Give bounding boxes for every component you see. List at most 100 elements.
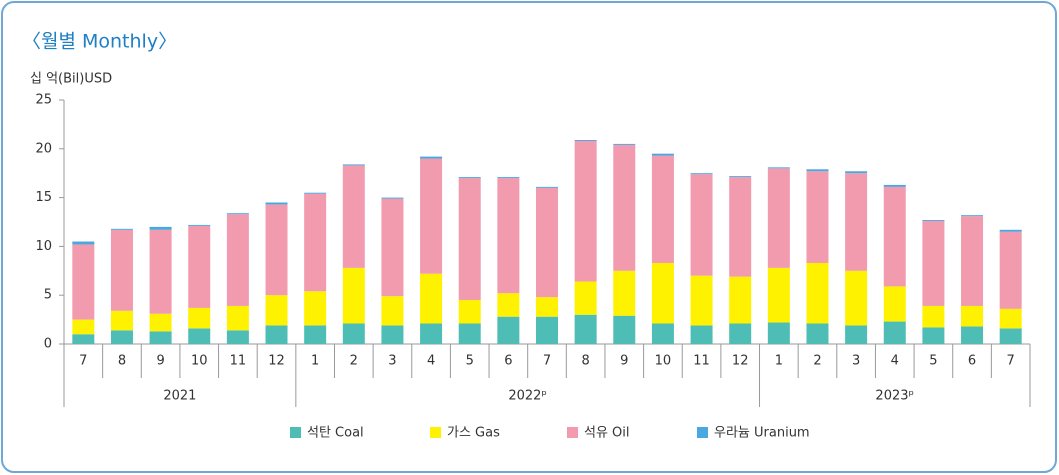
bar-segment (342, 164, 365, 166)
bar-segment (188, 307, 211, 329)
bar-segment (729, 177, 752, 277)
bar-segment (651, 323, 674, 344)
bar-segment (574, 281, 597, 315)
bar-segment (226, 330, 249, 344)
bar-segment (845, 325, 868, 344)
bar-segment (690, 173, 713, 175)
bar-segment (729, 276, 752, 324)
x-tick-label: 8 (581, 354, 589, 369)
x-tick-label: 7 (543, 354, 551, 369)
group-label: 2023ᵖ (875, 389, 914, 404)
legend-label: 석탄 Coal (307, 426, 364, 441)
bar-segment (342, 267, 365, 324)
bar-segment (458, 178, 481, 301)
bar-segment (304, 193, 327, 292)
bar-segment (304, 192, 327, 194)
bar-segment (883, 321, 906, 344)
bar-segment (420, 156, 443, 159)
bar-segment (265, 325, 288, 344)
bar-segment (651, 153, 674, 156)
bar-segment (497, 178, 520, 294)
bar-segment (110, 229, 133, 311)
bar-segment (265, 295, 288, 326)
x-tick-label: 1 (775, 354, 783, 369)
bar-segment (999, 229, 1022, 232)
bar-segment (536, 186, 558, 188)
legend-label: 석유 Oil (584, 426, 630, 441)
x-tick-label: 6 (504, 354, 512, 369)
bar-segment (999, 231, 1022, 309)
bar-segment (961, 326, 984, 344)
bar-segment (381, 197, 404, 199)
bar-segment (961, 305, 984, 327)
bar-segment (420, 158, 443, 274)
group-label: 2021 (163, 389, 196, 404)
y-tick-label: 15 (35, 190, 52, 205)
bar-segment (922, 220, 945, 222)
bar-segment (110, 330, 133, 344)
bar-segment (72, 334, 95, 344)
bar-segment (767, 168, 790, 268)
legend-swatch (430, 427, 441, 438)
bar-segment (458, 323, 481, 344)
bar-segment (110, 310, 133, 331)
bar-segment (690, 275, 713, 326)
bar-segment (806, 323, 829, 344)
x-tick-label: 5 (929, 354, 937, 369)
bar-segment (613, 270, 636, 316)
bar-segment (458, 177, 481, 179)
bar-segment (922, 327, 945, 344)
x-tick-label: 7 (79, 354, 87, 369)
y-tick-label: 25 (35, 93, 52, 108)
bar-segment (72, 319, 95, 335)
x-tick-label: 11 (230, 354, 247, 369)
y-tick-label: 10 (35, 239, 52, 254)
bar-segment (420, 323, 443, 344)
bar-segment (651, 262, 674, 324)
bar-segment (729, 323, 752, 344)
x-tick-label: 7 (1007, 354, 1015, 369)
bar-segment (226, 214, 249, 306)
bar-segment (999, 328, 1022, 344)
x-tick-label: 10 (655, 354, 672, 369)
bar-segment (922, 305, 945, 328)
bar-segment (767, 322, 790, 344)
x-tick-label: 3 (852, 354, 860, 369)
bar-segment (690, 174, 713, 276)
bar-segment (226, 305, 249, 331)
bar-segment (613, 315, 636, 344)
x-tick-label: 9 (620, 354, 628, 369)
bar-segment (149, 226, 172, 230)
legend-swatch (697, 427, 708, 438)
legend-label: 가스 Gas (447, 426, 500, 441)
bar-segment (188, 328, 211, 344)
bar-segment (574, 314, 597, 344)
x-tick-label: 10 (191, 354, 208, 369)
bar-segment (767, 267, 790, 323)
bar-segment (342, 165, 365, 268)
bar-segment (458, 300, 481, 324)
y-axis-label: 십 억(Bil)USD (30, 72, 112, 87)
bar-segment (845, 173, 868, 271)
chart-title: 〈월별 Monthly〉 (22, 31, 177, 53)
y-tick-label: 20 (35, 141, 52, 156)
x-tick-label: 2 (813, 354, 821, 369)
bar-segment (497, 293, 520, 317)
bar-segment (961, 216, 984, 306)
x-tick-label: 3 (388, 354, 396, 369)
group-label: 2022ᵖ (508, 389, 547, 404)
bar-segment (536, 187, 558, 298)
bar-segment (226, 213, 249, 215)
x-tick-label: 6 (968, 354, 976, 369)
bar-segment (613, 144, 636, 271)
bar-segment (651, 155, 674, 263)
bar-segment (690, 325, 713, 344)
legend-swatch (567, 427, 578, 438)
y-tick-label: 0 (44, 337, 52, 352)
bar-segment (265, 202, 288, 205)
bar-segment (72, 241, 95, 245)
legend-swatch (290, 427, 301, 438)
x-tick-label: 12 (268, 354, 285, 369)
bar-segment (381, 198, 404, 297)
